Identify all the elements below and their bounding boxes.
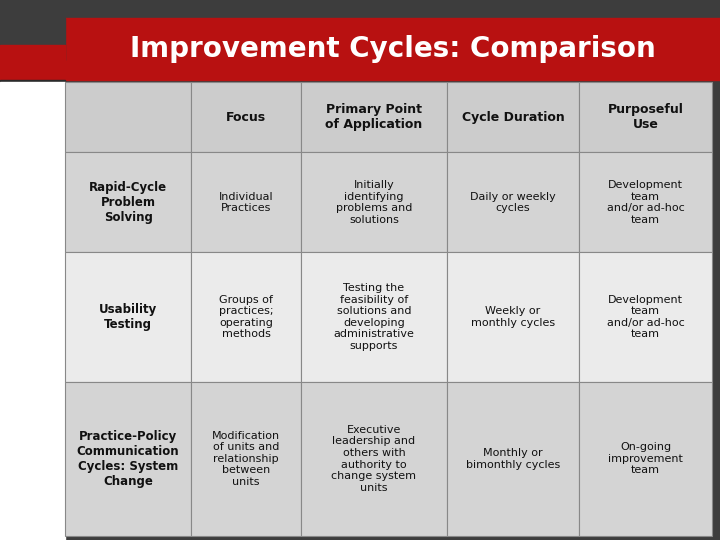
Bar	[446, 382, 580, 536]
Bar	[301, 82, 446, 152]
Bar	[446, 252, 580, 382]
Text: Weekly or
monthly cycles: Weekly or monthly cycles	[471, 306, 555, 328]
Text: Cycle Duration: Cycle Duration	[462, 111, 564, 124]
Bar	[192, 382, 301, 536]
Bar	[446, 82, 580, 152]
Text: Modification
of units and
relationship
between
units: Modification of units and relationship b…	[212, 430, 280, 487]
Text: Initially
identifying
problems and
solutions: Initially identifying problems and solut…	[336, 180, 412, 225]
Bar	[580, 152, 712, 252]
Bar	[192, 252, 301, 382]
Bar	[301, 152, 446, 252]
Text: Individual
Practices: Individual Practices	[219, 192, 274, 213]
Text: Purposeful
Use: Purposeful Use	[608, 103, 683, 131]
Bar	[0, 18, 65, 60]
Text: Rapid-Cycle
Problem
Solving: Rapid-Cycle Problem Solving	[89, 181, 167, 224]
Text: Executive
leadership and
others with
authority to
change system
units: Executive leadership and others with aut…	[331, 425, 416, 493]
Text: Improvement Cycles: Comparison: Improvement Cycles: Comparison	[130, 35, 655, 63]
Text: Development
team
and/or ad-hoc
team: Development team and/or ad-hoc team	[607, 180, 685, 225]
Text: Testing the
feasibility of
solutions and
developing
administrative
supports: Testing the feasibility of solutions and…	[333, 283, 415, 351]
Text: Primary Point
of Application: Primary Point of Application	[325, 103, 423, 131]
Text: On-going
improvement
team: On-going improvement team	[608, 442, 683, 475]
Bar	[446, 152, 580, 252]
Text: Monthly or
bimonthly cycles: Monthly or bimonthly cycles	[466, 448, 560, 470]
Text: Practice-Policy
Communication
Cycles: System
Change: Practice-Policy Communication Cycles: Sy…	[77, 430, 179, 488]
Bar	[580, 252, 712, 382]
Bar	[192, 152, 301, 252]
Bar	[301, 382, 446, 536]
Bar	[0, 80, 65, 110]
Text: Groups of
practices;
operating
methods: Groups of practices; operating methods	[219, 294, 274, 339]
Text: Usability
Testing: Usability Testing	[99, 303, 157, 331]
Bar	[65, 18, 720, 80]
Bar	[65, 82, 192, 152]
Bar	[580, 82, 712, 152]
Text: Focus: Focus	[226, 111, 266, 124]
Bar	[580, 382, 712, 536]
Bar	[0, 45, 65, 80]
Bar	[65, 152, 192, 252]
Bar	[65, 252, 192, 382]
Bar	[65, 382, 192, 536]
Text: Daily or weekly
cycles: Daily or weekly cycles	[470, 192, 556, 213]
Bar	[301, 252, 446, 382]
Bar	[0, 82, 65, 540]
Bar	[192, 82, 301, 152]
Text: Development
team
and/or ad-hoc
team: Development team and/or ad-hoc team	[607, 294, 685, 339]
Bar	[0, 0, 720, 18]
